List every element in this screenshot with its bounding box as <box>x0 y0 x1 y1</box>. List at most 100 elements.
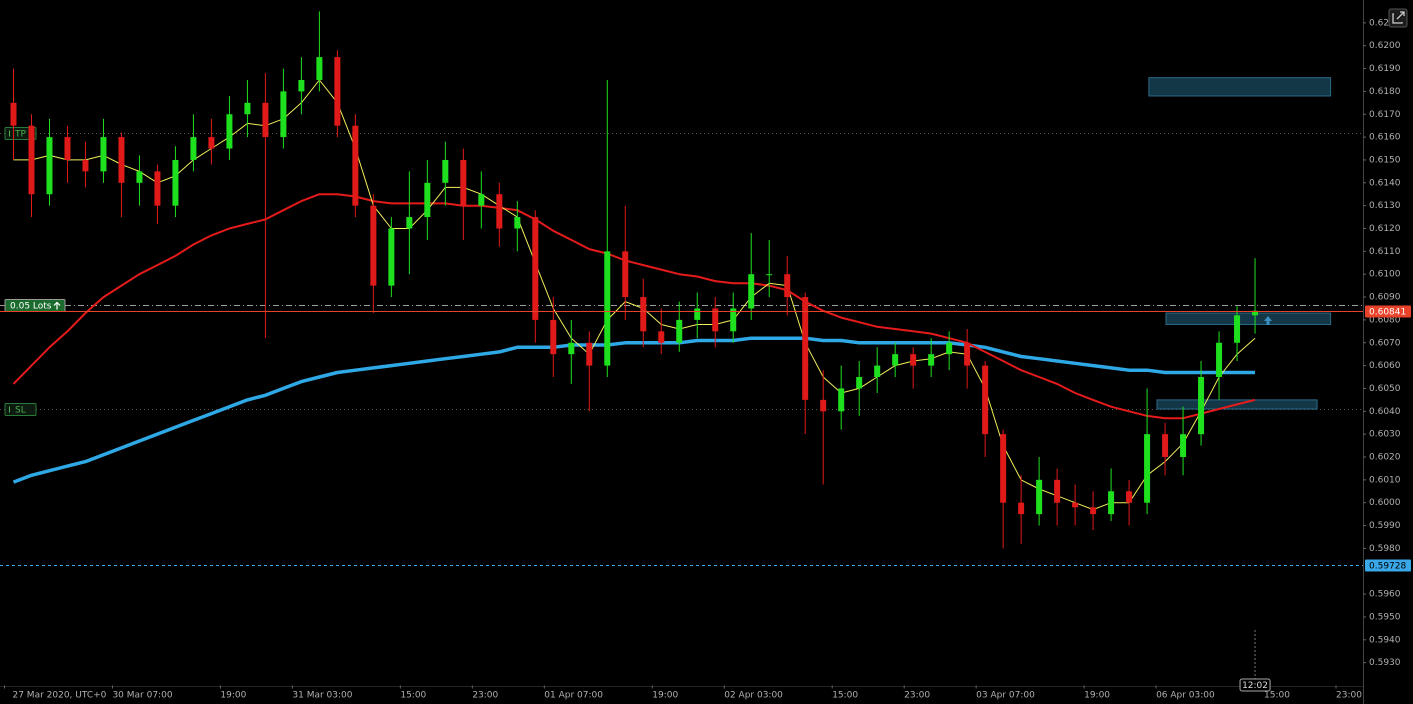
candle-body <box>1216 342 1223 378</box>
candle-body <box>190 137 197 160</box>
candle-body <box>424 182 431 218</box>
candle-body <box>856 377 863 389</box>
x-tick-label: 19:00 <box>652 691 678 701</box>
x-tick-label: 19:00 <box>220 691 246 701</box>
candle-body <box>442 159 449 183</box>
x-tick-label: 30 Mar 07:00 <box>112 691 172 701</box>
candle-body <box>1198 377 1205 435</box>
level-tag <box>4 403 37 416</box>
trade-arrow <box>1264 316 1272 325</box>
candle-body <box>154 171 161 206</box>
candle-body <box>10 102 17 126</box>
x-tick-label: 23:00 <box>472 691 498 701</box>
candle-body <box>694 308 701 320</box>
y-tick-label: 0.6170 <box>1369 110 1401 120</box>
zone <box>1165 312 1332 325</box>
candle-body <box>622 251 629 298</box>
candle-body <box>172 159 179 206</box>
lots-arrow <box>53 301 61 310</box>
time-tag <box>1239 678 1271 692</box>
candle-body <box>1054 479 1061 503</box>
y-tick-label: 0.6120 <box>1369 224 1401 234</box>
candle-body <box>784 274 791 298</box>
y-tick-label: 0.5980 <box>1369 544 1401 554</box>
y-tick-label: 0.6090 <box>1369 293 1401 303</box>
moving-average <box>12 193 1256 420</box>
candle-body <box>532 217 539 320</box>
candle-body <box>946 342 953 355</box>
y-tick-label: 0.6190 <box>1369 64 1401 74</box>
y-tick-label: 0.6130 <box>1369 201 1401 211</box>
x-tick-label: 15:00 <box>832 691 858 701</box>
bid-label: 0.60841 <box>1369 308 1406 318</box>
candle-body <box>370 205 377 286</box>
y-tick-label: 0.5990 <box>1369 521 1401 531</box>
candle-body <box>1144 434 1151 503</box>
x-tick-label: 06 Apr 03:00 <box>1156 691 1215 701</box>
candle-body <box>1180 434 1187 457</box>
x-tick-label: 01 Apr 07:00 <box>544 691 603 701</box>
candle-body <box>604 251 611 366</box>
level-label: SL <box>15 406 26 416</box>
y-tick-label: 0.6000 <box>1369 498 1401 508</box>
candle-body <box>568 342 575 355</box>
candle-body <box>1000 434 1007 503</box>
y-tick-label: 0.62 <box>1369 18 1389 28</box>
candle-body <box>964 342 971 366</box>
candle-body <box>100 137 107 172</box>
candle-body <box>892 354 899 366</box>
level-tag <box>4 127 37 140</box>
y-tick-label: 0.6040 <box>1369 407 1401 417</box>
candle-body <box>406 217 413 229</box>
candle-body <box>820 399 827 412</box>
x-tick-label: 27 Mar 2020, UTC+0 <box>12 691 106 701</box>
candle-body <box>334 57 341 126</box>
candle-body <box>280 91 287 138</box>
y-tick-label: 0.6200 <box>1369 41 1401 51</box>
time-label: 12:02 <box>1242 681 1268 691</box>
candle-body <box>712 308 719 332</box>
candle-body <box>46 137 53 195</box>
candle-body <box>478 194 485 206</box>
zone <box>1148 77 1332 97</box>
candle-body <box>514 217 521 229</box>
candle-body <box>1108 491 1115 515</box>
y-tick-label: 0.5930 <box>1369 658 1401 668</box>
level-label: 0.05 Lots <box>10 302 52 312</box>
y-tick-label: 0.6080 <box>1369 315 1401 325</box>
y-tick-label: 0.6070 <box>1369 338 1401 348</box>
y-tick-label: 0.6010 <box>1369 475 1401 485</box>
level-label: TP <box>14 130 26 140</box>
candle-body <box>226 114 233 149</box>
candle-body <box>928 354 935 366</box>
candle-body <box>550 319 557 355</box>
moving-average <box>12 336 1255 484</box>
candle-body <box>676 319 683 343</box>
y-tick-label: 0.6100 <box>1369 270 1401 280</box>
moving-average <box>13 79 1256 511</box>
y-tick-label: 0.6140 <box>1369 178 1401 188</box>
x-tick-label: 15:00 <box>400 691 426 701</box>
candle-body <box>874 365 881 378</box>
expand-icon <box>1392 11 1405 24</box>
candle-body <box>910 354 917 366</box>
candle-body <box>136 171 143 183</box>
y-tick-label: 0.6020 <box>1369 453 1401 463</box>
candle-body <box>1162 434 1169 457</box>
candle-body <box>1018 502 1025 515</box>
expand-button[interactable] <box>1388 8 1408 28</box>
x-tick-label: 23:00 <box>904 691 930 701</box>
candle-body <box>82 159 89 172</box>
candle-body <box>982 365 989 435</box>
candle-body <box>640 297 647 332</box>
y-tick-label: 0.6180 <box>1369 87 1401 97</box>
x-tick-label: 31 Mar 03:00 <box>292 691 352 701</box>
x-tick-label: 03 Apr 07:00 <box>976 691 1035 701</box>
bid-tag <box>1365 305 1411 318</box>
y-tick-label: 0.6030 <box>1369 430 1401 440</box>
candle-body <box>244 102 251 115</box>
candle-body <box>1090 507 1097 515</box>
